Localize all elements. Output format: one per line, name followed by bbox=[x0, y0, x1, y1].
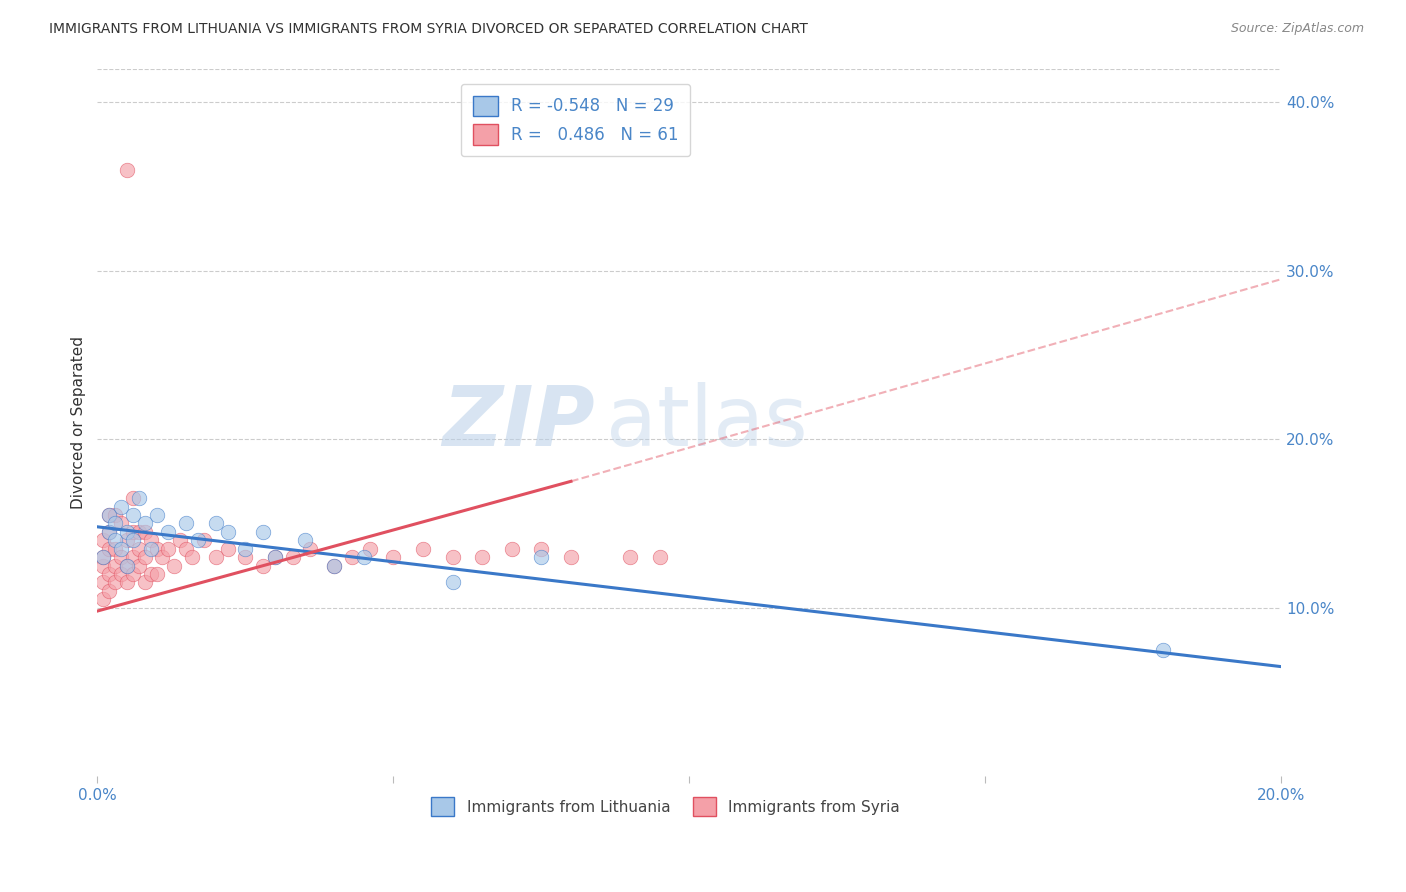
Point bbox=[115, 575, 138, 590]
Point bbox=[115, 162, 138, 177]
Point bbox=[110, 566, 132, 581]
Point bbox=[128, 558, 150, 573]
Point bbox=[91, 533, 114, 548]
Point bbox=[163, 558, 186, 573]
Point bbox=[193, 533, 215, 548]
Point bbox=[122, 508, 145, 522]
Point bbox=[619, 550, 641, 565]
Point bbox=[299, 541, 322, 556]
Point bbox=[122, 550, 145, 565]
Point bbox=[104, 533, 127, 548]
Point bbox=[104, 575, 127, 590]
Point bbox=[145, 566, 167, 581]
Point bbox=[252, 558, 274, 573]
Point bbox=[501, 541, 523, 556]
Point bbox=[359, 541, 381, 556]
Point bbox=[204, 550, 226, 565]
Point bbox=[98, 566, 121, 581]
Point bbox=[91, 592, 114, 607]
Text: atlas: atlas bbox=[606, 382, 808, 463]
Point bbox=[104, 541, 127, 556]
Point bbox=[530, 541, 553, 556]
Point bbox=[115, 533, 138, 548]
Point bbox=[187, 533, 209, 548]
Point bbox=[122, 491, 145, 505]
Point bbox=[122, 566, 145, 581]
Point bbox=[98, 524, 121, 539]
Point bbox=[157, 524, 180, 539]
Point bbox=[98, 508, 121, 522]
Point bbox=[128, 524, 150, 539]
Point bbox=[152, 550, 174, 565]
Point bbox=[340, 550, 363, 565]
Point bbox=[91, 550, 114, 565]
Point bbox=[441, 575, 464, 590]
Point bbox=[264, 550, 287, 565]
Point bbox=[235, 550, 257, 565]
Point bbox=[530, 550, 553, 565]
Point bbox=[294, 533, 316, 548]
Point bbox=[104, 508, 127, 522]
Point bbox=[323, 558, 346, 573]
Point bbox=[174, 541, 197, 556]
Point bbox=[91, 550, 114, 565]
Point bbox=[98, 524, 121, 539]
Point bbox=[471, 550, 494, 565]
Point bbox=[98, 583, 121, 598]
Point bbox=[110, 516, 132, 531]
Y-axis label: Divorced or Separated: Divorced or Separated bbox=[72, 336, 86, 508]
Point bbox=[252, 524, 274, 539]
Point bbox=[204, 516, 226, 531]
Point bbox=[98, 508, 121, 522]
Point bbox=[139, 541, 162, 556]
Point bbox=[412, 541, 434, 556]
Point bbox=[145, 508, 167, 522]
Point bbox=[122, 533, 145, 548]
Point bbox=[560, 550, 582, 565]
Point bbox=[134, 524, 156, 539]
Point bbox=[235, 541, 257, 556]
Point bbox=[323, 558, 346, 573]
Point bbox=[98, 541, 121, 556]
Point bbox=[174, 516, 197, 531]
Point bbox=[110, 550, 132, 565]
Text: Source: ZipAtlas.com: Source: ZipAtlas.com bbox=[1230, 22, 1364, 36]
Point bbox=[134, 516, 156, 531]
Point bbox=[115, 524, 138, 539]
Point bbox=[128, 491, 150, 505]
Point bbox=[134, 575, 156, 590]
Point bbox=[1152, 642, 1174, 657]
Text: IMMIGRANTS FROM LITHUANIA VS IMMIGRANTS FROM SYRIA DIVORCED OR SEPARATED CORRELA: IMMIGRANTS FROM LITHUANIA VS IMMIGRANTS … bbox=[49, 22, 808, 37]
Legend: Immigrants from Lithuania, Immigrants from Syria: Immigrants from Lithuania, Immigrants fr… bbox=[422, 789, 910, 825]
Point bbox=[115, 558, 138, 573]
Point bbox=[104, 516, 127, 531]
Point bbox=[145, 541, 167, 556]
Point bbox=[217, 541, 239, 556]
Point bbox=[110, 541, 132, 556]
Point bbox=[157, 541, 180, 556]
Point bbox=[181, 550, 204, 565]
Point bbox=[104, 558, 127, 573]
Point bbox=[441, 550, 464, 565]
Point bbox=[281, 550, 304, 565]
Point bbox=[169, 533, 191, 548]
Point bbox=[264, 550, 287, 565]
Point bbox=[115, 558, 138, 573]
Point bbox=[128, 541, 150, 556]
Point bbox=[139, 533, 162, 548]
Point bbox=[217, 524, 239, 539]
Point bbox=[91, 558, 114, 573]
Point bbox=[110, 500, 132, 514]
Text: ZIP: ZIP bbox=[441, 382, 595, 463]
Point bbox=[353, 550, 375, 565]
Point bbox=[91, 575, 114, 590]
Point bbox=[134, 550, 156, 565]
Point bbox=[122, 524, 145, 539]
Point bbox=[139, 566, 162, 581]
Point bbox=[382, 550, 405, 565]
Point bbox=[648, 550, 671, 565]
